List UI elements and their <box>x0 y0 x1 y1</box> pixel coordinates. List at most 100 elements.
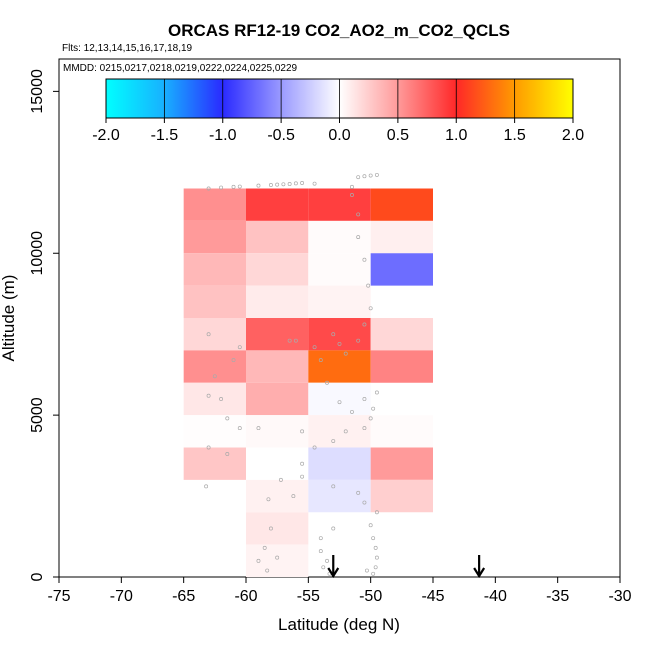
heatmap-cell <box>246 447 309 480</box>
x-tick-label: -30 <box>608 588 631 605</box>
x-tick-label: -35 <box>546 588 569 605</box>
x-tick-label: -70 <box>110 588 133 605</box>
flight-point <box>362 174 367 179</box>
flight-point <box>265 568 270 573</box>
flight-point <box>331 439 336 443</box>
flight-point <box>364 568 369 573</box>
flight-point <box>256 426 261 431</box>
flight-point <box>331 332 336 337</box>
flight-point <box>312 445 317 450</box>
flight-point <box>278 477 283 482</box>
flight-point <box>331 484 336 489</box>
flight-point <box>300 474 305 479</box>
flight-point <box>219 185 224 190</box>
flight-point <box>356 490 361 495</box>
heatmap-cell <box>246 350 309 383</box>
heatmap-cell <box>370 253 433 286</box>
flight-point <box>266 497 271 502</box>
heatmap-cell <box>246 479 309 513</box>
flight-point <box>368 173 373 178</box>
colorbar-tick-label: 0.0 <box>328 127 350 144</box>
flight-point <box>374 172 379 177</box>
flight-point <box>237 426 242 431</box>
flight-point <box>362 322 367 327</box>
latitude-arrow <box>327 555 340 579</box>
colorbar-tick-label: -2.0 <box>92 127 120 144</box>
flight-point <box>374 555 379 560</box>
flight-point <box>321 565 326 570</box>
colorbar-ticks: -2.0 -1.5 -1.0 -0.5 0.0 0.5 1.0 1.5 2.0 <box>92 118 584 144</box>
heatmap-cell <box>308 479 371 513</box>
heatmap-cell <box>183 188 246 221</box>
heatmap-cell <box>183 447 246 480</box>
flight-point <box>374 510 379 515</box>
flight-point <box>206 332 211 337</box>
flight-point <box>362 257 367 262</box>
dates-subtitle: MMDD: 0215,0217,0218,0219,0222,0224,0225… <box>63 63 298 74</box>
flight-point <box>318 358 323 363</box>
heatmap-cell <box>308 318 371 351</box>
flight-point <box>256 183 261 188</box>
y-axis: 0 5000 10000 15000 <box>29 69 59 581</box>
heatmap-cell <box>183 350 246 383</box>
y-axis-label: Altitude (m) <box>0 275 18 362</box>
heatmap-cell <box>308 382 371 416</box>
heatmap-cell <box>370 415 433 448</box>
heatmap-cell <box>370 188 433 221</box>
y-tick-label: 15000 <box>29 69 46 114</box>
heatmap-cell <box>370 447 433 480</box>
heatmap-cell <box>246 285 309 318</box>
flight-point <box>268 182 273 187</box>
flight-point <box>237 184 242 189</box>
flight-point <box>362 426 367 431</box>
flight-point <box>318 549 323 554</box>
flight-track-points <box>204 172 379 576</box>
flight-point <box>373 545 378 550</box>
flight-point <box>275 182 280 187</box>
flight-point <box>287 338 292 343</box>
heatmap-cell <box>370 220 433 254</box>
flight-point <box>281 182 286 187</box>
flight-point <box>371 406 376 411</box>
plot-frame <box>58 58 621 578</box>
colorbar-tick-label: 0.5 <box>387 127 409 144</box>
x-axis: -75 -70 -65 -60 -55 -50 -45 -40 -35 -30 <box>47 577 632 605</box>
flight-point <box>356 212 361 217</box>
heatmap-cell <box>246 382 309 416</box>
flight-point <box>300 461 305 466</box>
flight-point <box>300 429 305 434</box>
heatmap-cell <box>183 415 246 448</box>
flight-point <box>256 558 261 563</box>
flight-point <box>225 416 230 421</box>
colorbar-tick-label: -1.0 <box>209 127 237 144</box>
latitude-markers <box>327 555 486 579</box>
flight-point <box>368 416 373 421</box>
heatmap-cell <box>183 382 246 416</box>
heatmap-cell <box>246 253 309 286</box>
flight-point <box>343 351 348 356</box>
flight-point <box>206 445 211 450</box>
y-tick-label: 10000 <box>29 231 46 276</box>
flight-point <box>350 193 354 197</box>
flight-point <box>312 181 317 186</box>
flight-point <box>312 345 317 350</box>
colorbar-tick-label: -0.5 <box>267 127 295 144</box>
heatmap-cell <box>246 415 309 448</box>
heatmap-cell <box>308 220 371 254</box>
heatmap-cell <box>246 220 309 254</box>
latitude-arrow <box>473 555 486 579</box>
flight-point <box>371 571 376 576</box>
heatmap-cell <box>183 253 246 286</box>
flight-point <box>212 374 217 379</box>
x-tick-label: -60 <box>234 588 257 605</box>
flight-point <box>231 358 236 363</box>
heatmap-cell <box>246 512 309 545</box>
colorbar: -2.0 -1.5 -1.0 -0.5 0.0 0.5 1.0 1.5 2.0 <box>92 78 584 144</box>
flight-point <box>343 429 348 434</box>
x-axis-label: Latitude (deg N) <box>278 615 400 634</box>
heatmap-cell <box>370 350 433 383</box>
flight-point <box>374 390 379 395</box>
x-tick-label: -45 <box>421 588 444 605</box>
colorbar-tick-label: 1.0 <box>445 127 467 144</box>
x-tick-label: -50 <box>359 588 382 605</box>
